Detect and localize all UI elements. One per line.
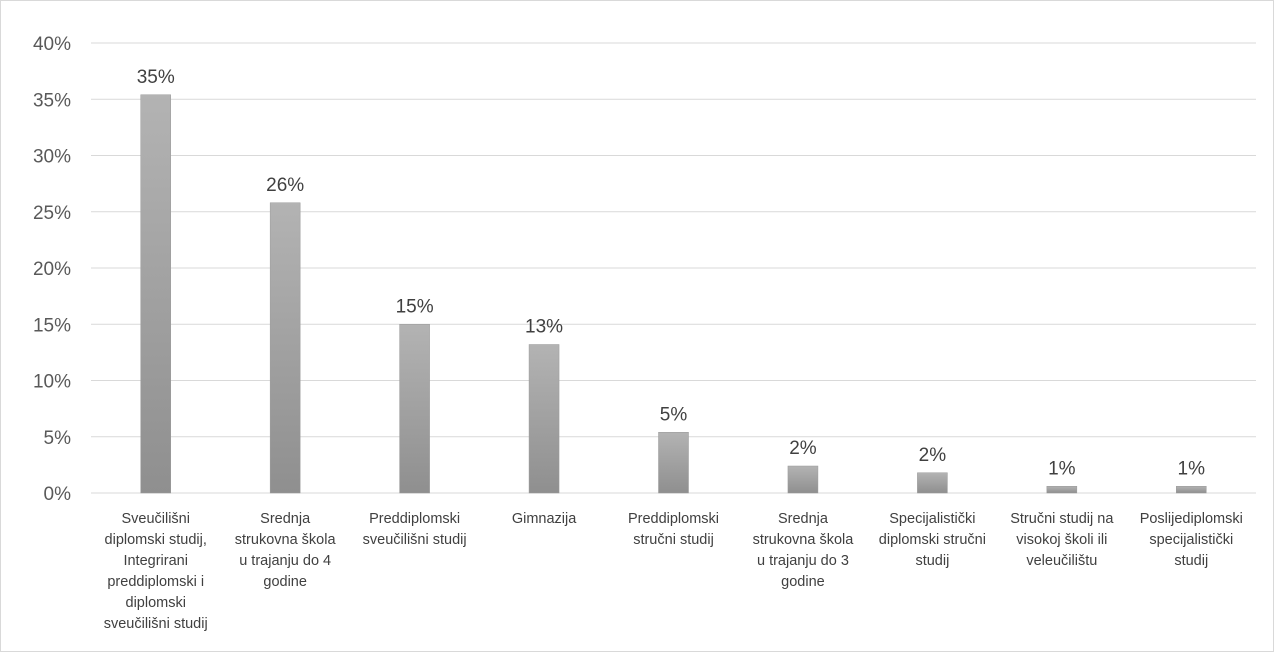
- data-label: 35%: [137, 67, 175, 88]
- y-tick-label: 10%: [33, 372, 71, 393]
- bar: [399, 324, 430, 494]
- bar: [787, 465, 819, 494]
- category-label: Sveučilišni diplomski studij, Integrirani p…: [104, 511, 208, 632]
- bar: [1046, 486, 1078, 494]
- data-label: 26%: [266, 175, 304, 196]
- category-label: Srednja strukovna škola u trajanju do 3 god…: [753, 511, 855, 590]
- y-tick-label: 30%: [33, 147, 71, 168]
- category-label: Preddiplomski stručni studij: [628, 511, 719, 548]
- y-tick-label: 35%: [33, 90, 71, 111]
- category-label: Specijalistički diplomski stručni studij: [879, 511, 986, 569]
- category-label: Gimnazija: [512, 511, 577, 527]
- category-label: Srednja strukovna škola u trajanju do 4 god…: [235, 511, 337, 590]
- bar: [269, 202, 301, 494]
- data-label: 5%: [660, 404, 688, 425]
- bar: [528, 344, 560, 494]
- y-tick-label: 25%: [33, 203, 71, 224]
- data-label: 2%: [919, 445, 947, 466]
- y-tick-label: 5%: [44, 428, 72, 449]
- y-tick-label: 15%: [33, 315, 71, 336]
- category-label: Poslijediplomski specijalistički studij: [1140, 511, 1243, 569]
- bar: [917, 472, 948, 494]
- data-label: 1%: [1048, 458, 1076, 479]
- y-tick-label: 40%: [33, 34, 71, 55]
- category-label: Stručni studij na visokoj školi ili veleuč…: [1010, 511, 1114, 569]
- category-label: Preddiplomski sveučilišni studij: [363, 511, 467, 548]
- data-label: 13%: [525, 317, 563, 338]
- data-label: 2%: [789, 438, 817, 459]
- bar: [140, 94, 171, 494]
- data-label: 15%: [396, 296, 434, 317]
- y-tick-label: 0%: [44, 484, 72, 505]
- data-label: 1%: [1178, 458, 1206, 479]
- bar: [658, 432, 689, 494]
- y-tick-label: 20%: [33, 259, 71, 280]
- bar: [1176, 486, 1207, 494]
